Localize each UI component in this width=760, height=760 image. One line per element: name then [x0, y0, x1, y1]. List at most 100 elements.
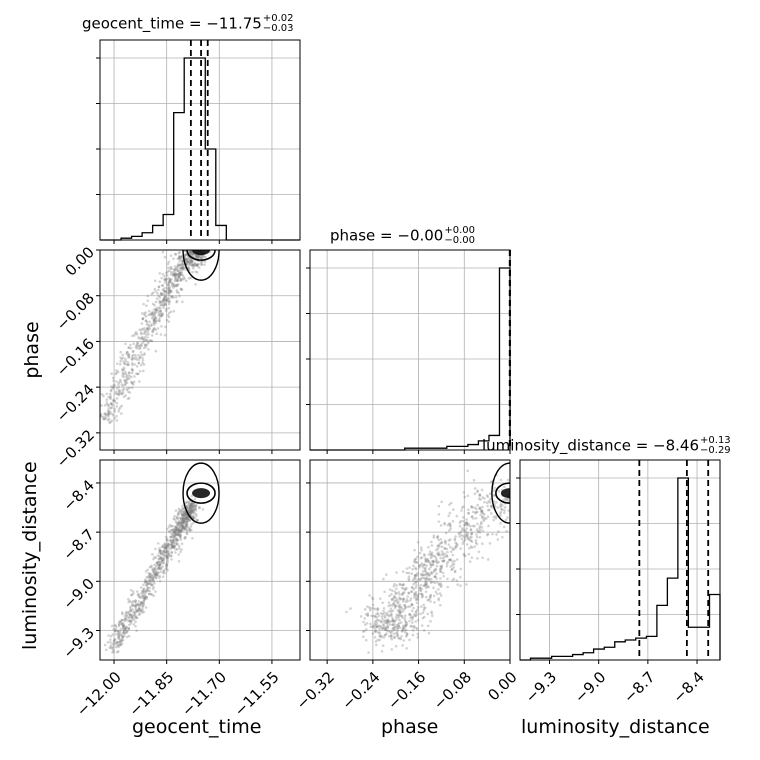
panel-phase-vs-geocent-time-point [179, 277, 183, 281]
panel-phase-vs-geocent-time-point [154, 308, 158, 312]
panel-luminosity-distance-vs-geocent-time-point [132, 590, 135, 593]
panel-phase-vs-geocent-time-point [191, 253, 194, 256]
panel-luminosity-distance-vs-phase-point [404, 587, 408, 591]
panel-luminosity-distance-vs-geocent-time-point [185, 513, 188, 517]
panel-luminosity-distance-vs-phase-point [440, 545, 444, 549]
panel-luminosity-distance-vs-geocent-time-point [191, 504, 194, 508]
panel-phase-vs-geocent-time-point [191, 264, 195, 267]
panel-phase-vs-geocent-time-point [114, 372, 117, 376]
panel-luminosity-distance-vs-phase-point [464, 529, 467, 533]
panel-phase-vs-geocent-time-point [115, 414, 118, 418]
panel-luminosity-distance-vs-phase-point [387, 604, 390, 608]
panel-luminosity-distance-vs-geocent-time-point [161, 556, 165, 560]
panel-phase-vs-geocent-time-point [186, 257, 190, 260]
panel-phase-vs-geocent-time-point [127, 363, 130, 366]
panel-phase-vs-geocent-time-point [159, 291, 163, 295]
panel-luminosity-distance-vs-geocent-time-point [188, 509, 192, 513]
panel-luminosity-distance-vs-phase-point [447, 543, 451, 546]
panel-luminosity-distance-vs-phase-point [411, 615, 414, 619]
panel-phase-vs-geocent-time-point [117, 407, 121, 411]
panel-luminosity-distance-vs-phase-point [408, 613, 411, 616]
panel-luminosity-distance-vs-phase-point [499, 504, 502, 507]
panel-luminosity-distance-vs-phase-point [386, 620, 389, 624]
panel-phase-vs-geocent-time-point [112, 383, 116, 387]
panel-luminosity-distance-vs-phase-point [440, 541, 443, 545]
panel-luminosity-distance-vs-phase-point [439, 570, 443, 573]
panel-luminosity-distance-vs-phase-point [408, 638, 411, 642]
panel-luminosity-distance-vs-phase-point [415, 608, 419, 612]
panel-phase-vs-geocent-time-point [157, 294, 161, 298]
panel-luminosity-distance-vs-geocent-time-point [160, 559, 163, 563]
panel-luminosity-distance-vs-geocent-time-point [177, 529, 181, 533]
panel-luminosity-distance-vs-phase-point [442, 559, 446, 562]
panel-luminosity-distance-vs-phase-point [385, 632, 388, 635]
panel-phase-vs-geocent-time-point [199, 256, 203, 259]
panel-phase-vs-geocent-time-point [116, 362, 119, 366]
panel-luminosity-distance-vs-geocent-time-point [131, 604, 135, 608]
panel-luminosity-distance-vs-phase-point [385, 619, 389, 623]
panel-luminosity-distance-vs-geocent-time-point [188, 506, 191, 510]
panel-luminosity-distance-vs-geocent-time-point [172, 535, 176, 539]
panel-luminosity-distance-vs-phase-point [439, 603, 442, 607]
panel-luminosity-distance-vs-phase-point [411, 616, 414, 619]
panel-luminosity-distance-vs-phase-point [435, 559, 438, 562]
panel-phase-vs-geocent-time-point [111, 399, 115, 403]
panel-luminosity-distance-vs-geocent-time-point [154, 576, 158, 579]
panel-phase-vs-geocent-time-point [154, 349, 158, 353]
panel-phase-vs-geocent-time-border [99, 249, 301, 451]
panel-phase-vs-geocent-time-point [152, 323, 156, 327]
panel-luminosity-distance-vs-phase-point [409, 624, 413, 628]
panel-luminosity-distance-vs-phase-point [398, 593, 401, 596]
panel-phase-vs-geocent-time-point [177, 256, 181, 259]
panel-luminosity-distance-vs-phase-point [412, 582, 416, 586]
panel-luminosity-distance-vs-geocent-time-point [126, 619, 130, 623]
panel-luminosity-distance-vs-phase-point [463, 536, 467, 539]
panel-phase-vs-geocent-time-point [178, 260, 181, 263]
panel-phase-vs-geocent-time-point [185, 244, 188, 247]
panel-luminosity-distance-vs-geocent-time-point [156, 554, 160, 557]
panel-phase-vs-geocent-time-point [196, 255, 199, 259]
panel-phase-vs-geocent-time-point [108, 421, 111, 424]
panel-luminosity-distance-vs-phase-point [454, 535, 457, 538]
panel-luminosity-distance-vs-geocent-time-point [159, 570, 162, 574]
panel-luminosity-distance-vs-phase-point [435, 592, 439, 596]
panel-phase-vs-geocent-time-point [122, 368, 126, 371]
panel-phase-vs-geocent-time-point [158, 319, 161, 323]
panel-phase-vs-geocent-time-point [151, 330, 154, 334]
panel-luminosity-distance-vs-phase-point [391, 617, 394, 620]
panel-luminosity-distance-vs-phase-point [431, 563, 435, 566]
panel-phase-vs-geocent-time-point [185, 263, 189, 266]
panel-luminosity-distance-vs-phase-point [422, 553, 426, 556]
panel-luminosity-distance-vs-geocent-time-point [120, 638, 124, 642]
panel-luminosity-distance-vs-phase-point [422, 629, 426, 632]
panel-luminosity-distance-vs-geocent-time-point [133, 613, 136, 616]
panel-luminosity-distance-vs-geocent-time-point [152, 579, 155, 583]
panel-luminosity-distance-vs-geocent-time-point [171, 546, 174, 549]
panel-luminosity-distance-vs-geocent-time-point [185, 513, 188, 517]
panel-luminosity-distance-vs-phase-point [423, 573, 427, 576]
panel-luminosity-distance-vs-geocent-time-point [191, 512, 195, 515]
panel-luminosity-distance-vs-phase-point [389, 607, 393, 610]
panel-phase-vs-geocent-time-point [195, 263, 199, 266]
panel-luminosity-distance-vs-geocent-time-point [179, 533, 183, 536]
panel-luminosity-distance-vs-phase-point [413, 548, 416, 552]
panel-luminosity-distance-vs-phase-point [378, 627, 381, 631]
panel-luminosity-distance-vs-geocent-time-point [158, 546, 161, 550]
panel-luminosity-distance-vs-phase-point [420, 546, 423, 550]
panel-luminosity-distance-vs-phase-point [381, 644, 385, 647]
panel-phase-vs-geocent-time-point [158, 315, 162, 318]
panel-luminosity-distance-vs-phase-point [421, 594, 424, 598]
panel-luminosity-distance-vs-phase-point [488, 492, 492, 496]
panel-luminosity-distance-vs-phase-point [410, 586, 414, 590]
panel-luminosity-distance-vs-phase-point [476, 557, 479, 560]
panel-luminosity-distance-vs-geocent-time-point [189, 511, 193, 515]
panel-phase-vs-geocent-time-point [140, 332, 143, 336]
panel-luminosity-distance-vs-phase-point [415, 560, 418, 564]
panel-phase-vs-geocent-time-point [169, 289, 173, 293]
panel-phase-vs-geocent-time-point [128, 391, 132, 394]
panel-luminosity-distance-vs-phase-point [405, 631, 409, 635]
panel-luminosity-distance-vs-phase-point [440, 550, 444, 553]
panel-phase-vs-geocent-time-point [181, 273, 184, 277]
panel-luminosity-distance-vs-geocent-time-point [185, 520, 189, 524]
panel-luminosity-distance-vs-phase-point [480, 511, 484, 514]
